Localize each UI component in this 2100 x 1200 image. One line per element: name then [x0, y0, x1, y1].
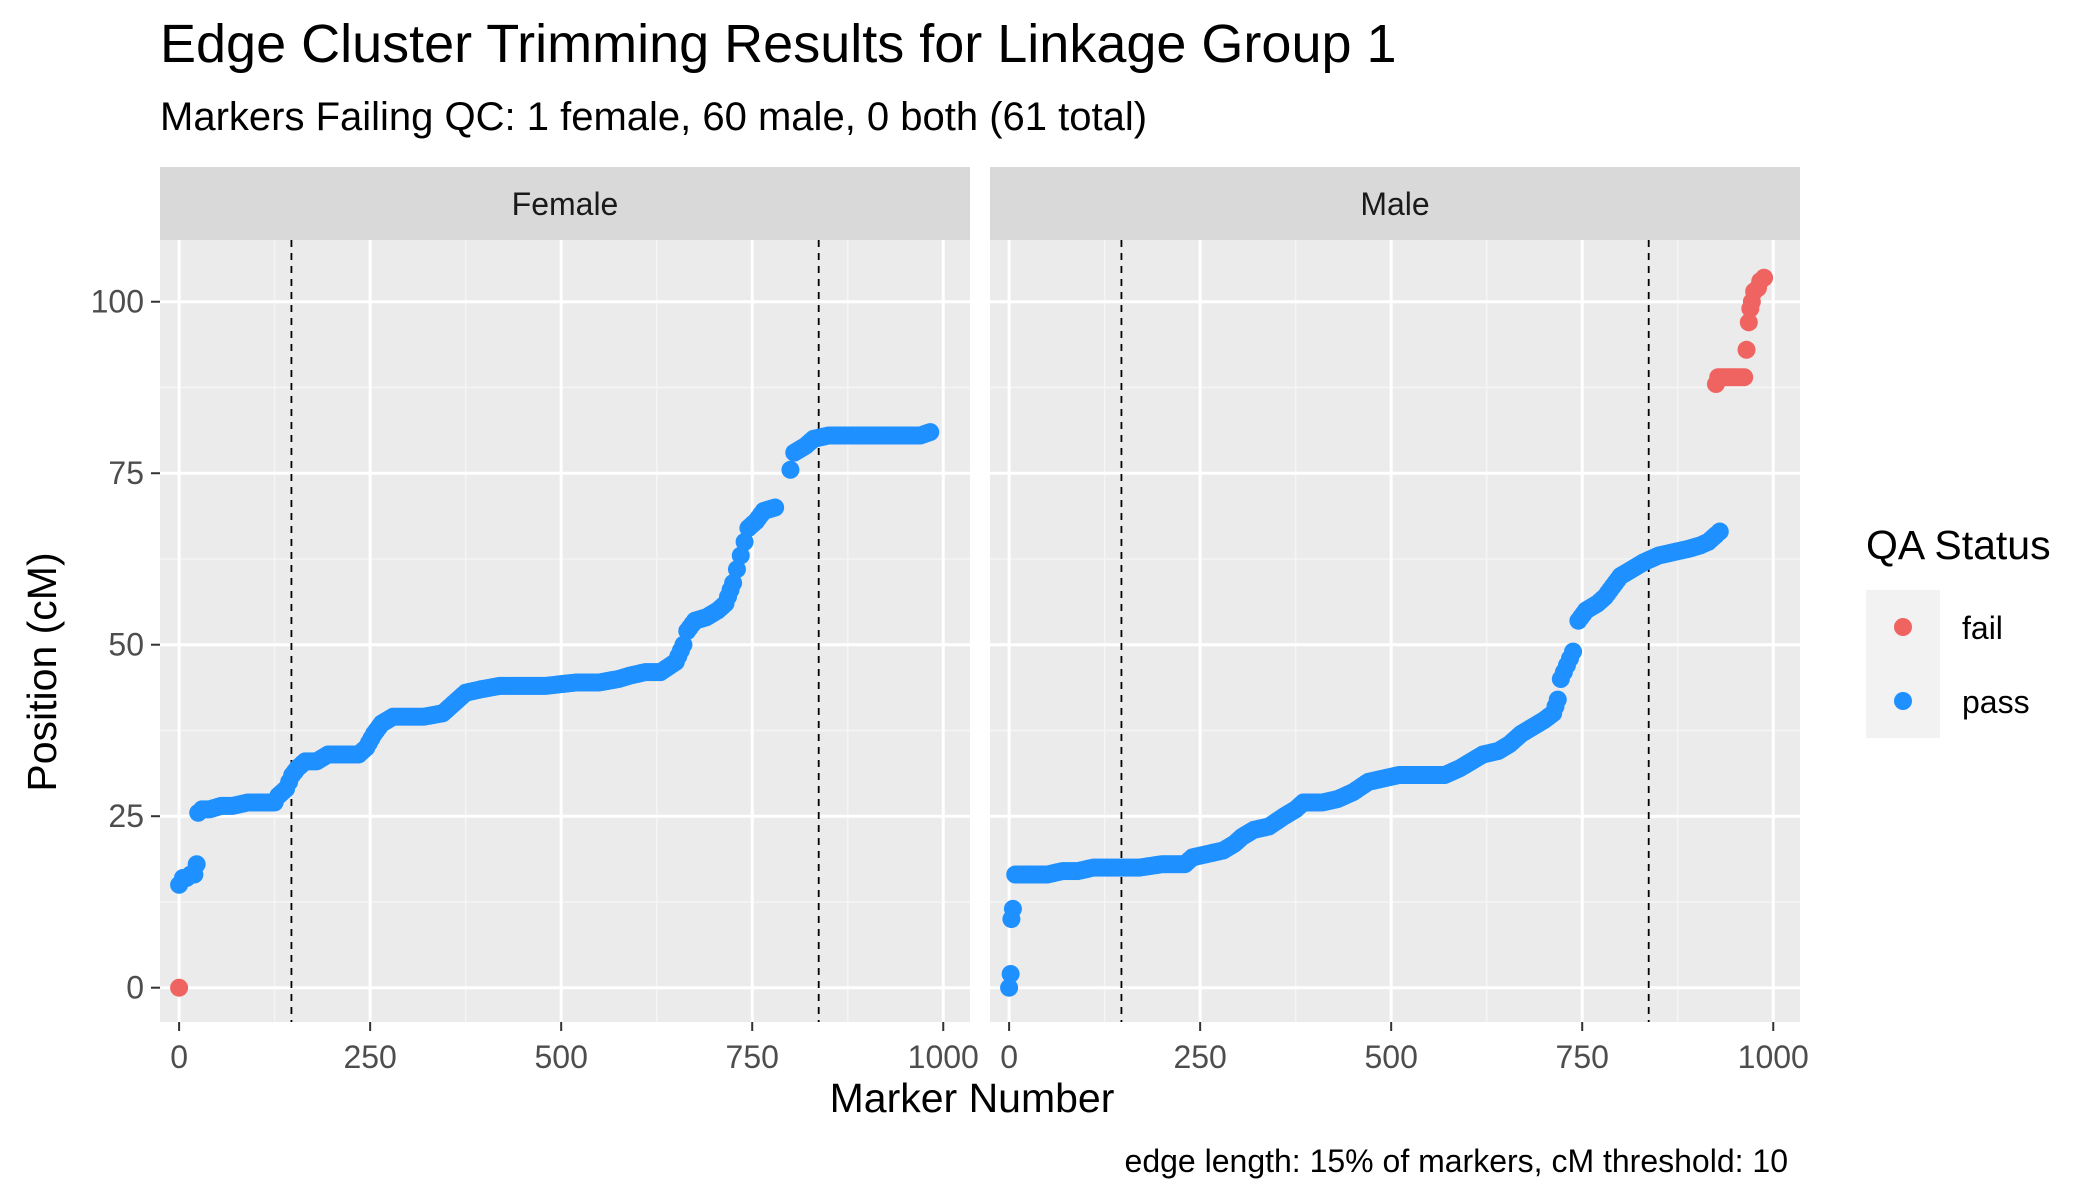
legend-key-pass — [1894, 692, 1912, 710]
data-point-fail — [1739, 313, 1758, 332]
facet-strip-label: Male — [1360, 186, 1429, 222]
data-point-pass — [735, 532, 754, 551]
chart-subtitle: Markers Failing QC: 1 female, 60 male, 0… — [160, 95, 1147, 139]
x-tick-label: 250 — [1173, 1039, 1226, 1075]
data-point-fail — [1755, 268, 1774, 287]
data-point-pass — [731, 546, 750, 565]
legend-label-fail: fail — [1962, 610, 2003, 646]
legend: QA Status fail pass — [1866, 522, 2051, 738]
legend-label-pass: pass — [1962, 684, 2030, 720]
data-point-pass — [766, 498, 785, 517]
panel-female: Female 0 250 500 750 1000 0 25 50 75 100 — [91, 167, 979, 1075]
y-tick-label: 75 — [108, 455, 144, 491]
facet-strip-label: Female — [512, 186, 619, 222]
facet-strip — [160, 167, 970, 240]
legend-key-background — [1866, 590, 1940, 738]
data-point-pass — [1001, 964, 1020, 983]
x-axis-title: Marker Number — [830, 1075, 1115, 1121]
chart-title: Edge Cluster Trimming Results for Linkag… — [160, 14, 1397, 74]
x-tick-label: 500 — [534, 1039, 587, 1075]
legend-title: QA Status — [1866, 522, 2051, 568]
data-point-pass — [1564, 642, 1583, 661]
data-point-fail — [1737, 340, 1756, 359]
facet-panels: Female 0 250 500 750 1000 0 25 50 75 100 Male 0 250 50… — [91, 167, 1809, 1075]
data-point-pass — [1548, 690, 1567, 709]
y-tick-label: 100 — [91, 284, 144, 320]
panel-male: Male 0 250 500 750 1000 — [990, 167, 1809, 1075]
data-point-pass — [781, 460, 800, 479]
legend-key-fail — [1894, 618, 1912, 636]
data-point-fail — [170, 978, 189, 997]
data-point-pass — [921, 423, 940, 442]
x-tick-label: 750 — [726, 1039, 779, 1075]
x-tick-label: 1000 — [908, 1039, 979, 1075]
data-point-pass — [1710, 522, 1729, 541]
data-point-fail — [1735, 368, 1754, 387]
y-tick-label: 25 — [108, 798, 144, 834]
data-point-pass — [674, 635, 693, 654]
x-tick-label: 0 — [170, 1039, 188, 1075]
chart-caption: edge length: 15% of markers, cM threshol… — [1125, 1143, 1788, 1179]
y-axis-title: Position (cM) — [19, 552, 65, 791]
y-tick-label: 50 — [108, 627, 144, 663]
x-tick-label: 1000 — [1738, 1039, 1809, 1075]
data-point-pass — [1003, 899, 1022, 918]
x-tick-label: 0 — [1000, 1039, 1018, 1075]
x-tick-label: 500 — [1364, 1039, 1417, 1075]
data-point-pass — [1000, 978, 1019, 997]
x-tick-label: 750 — [1556, 1039, 1609, 1075]
data-point-pass — [724, 573, 743, 592]
panel-background — [160, 240, 970, 1022]
facet-strip — [990, 167, 1800, 240]
panel-background — [990, 240, 1800, 1022]
data-point-pass — [187, 855, 206, 874]
x-tick-label: 250 — [343, 1039, 396, 1075]
data-point-pass — [727, 560, 746, 579]
y-tick-label: 0 — [126, 970, 144, 1006]
